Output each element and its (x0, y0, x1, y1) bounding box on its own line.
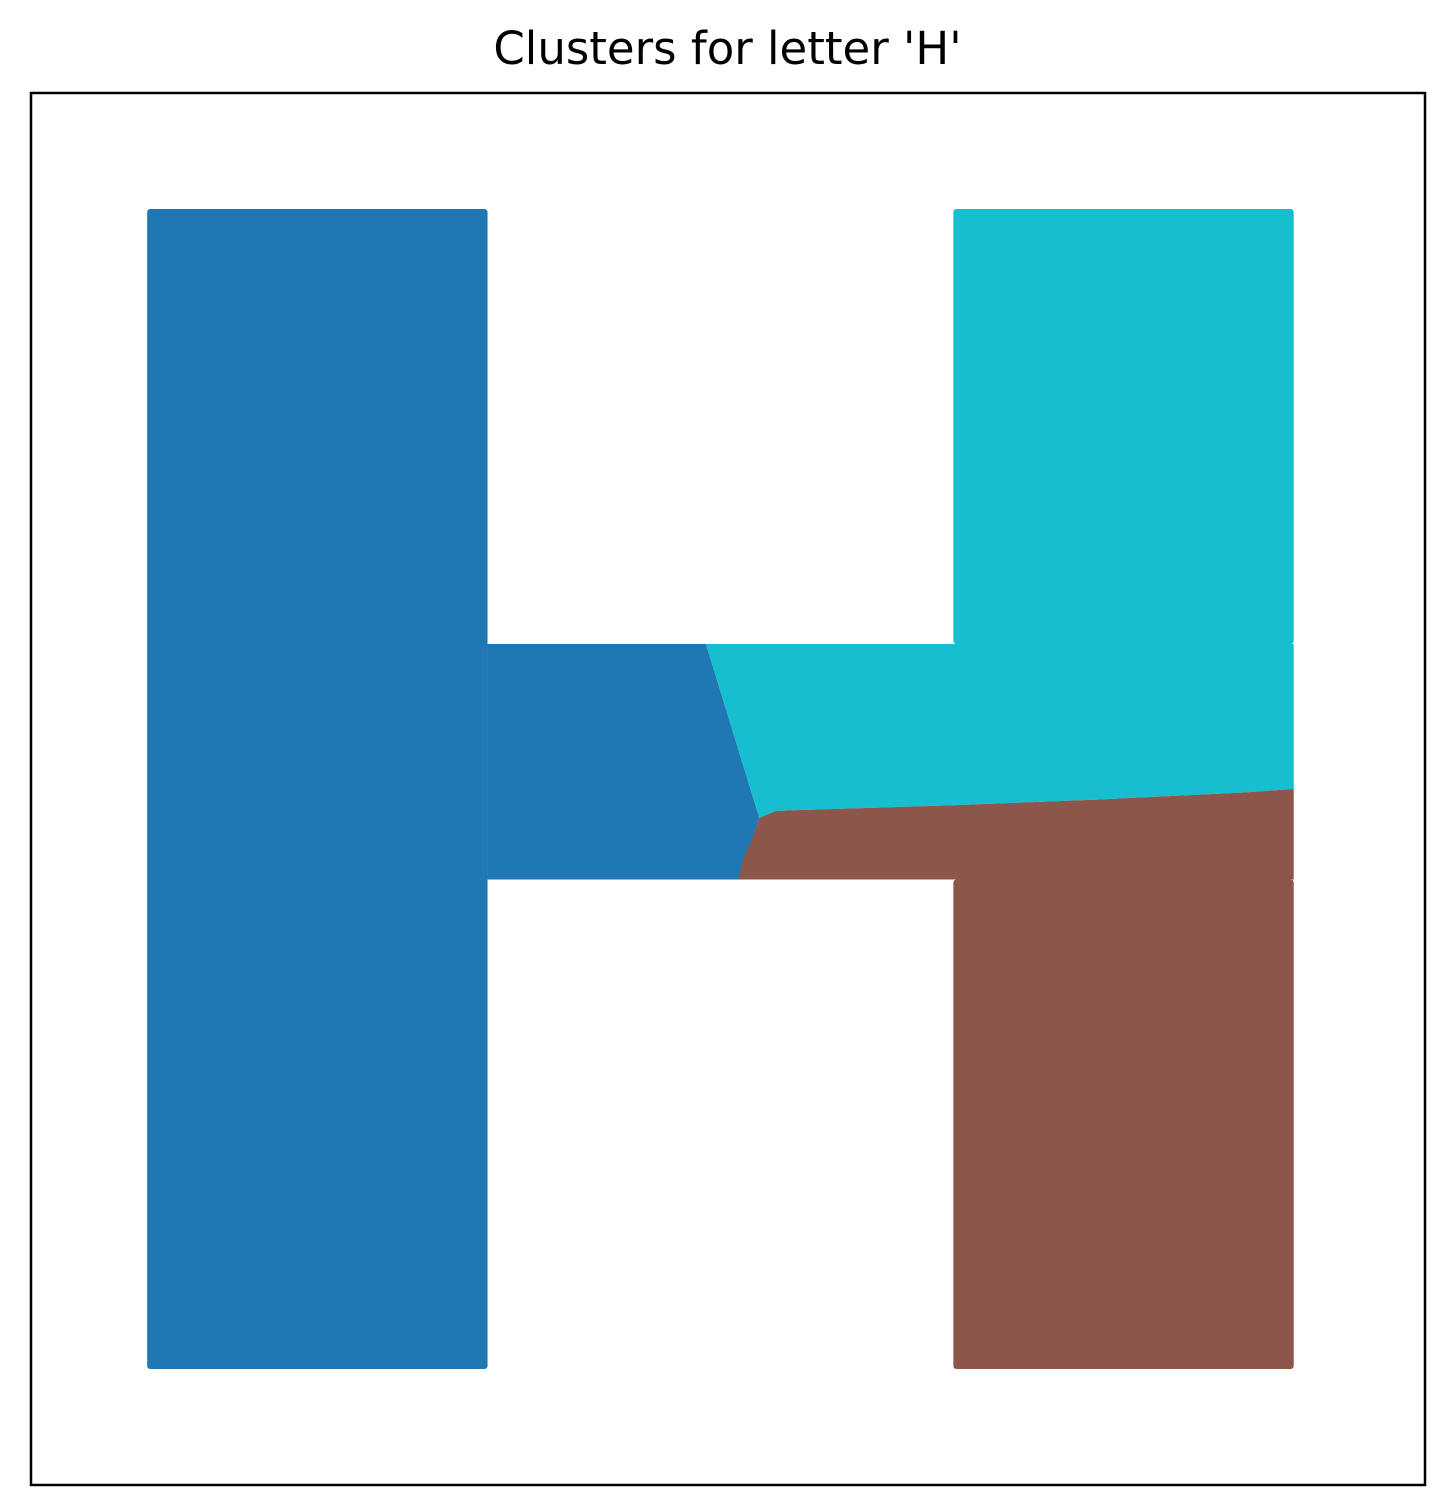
cluster-2-region-2 (705, 644, 1294, 818)
cluster-1-region-2 (487, 644, 760, 880)
cluster-2-region-1 (953, 209, 1294, 644)
cluster-3-region-2 (738, 789, 1294, 880)
cluster-regions (147, 209, 1294, 1369)
cluster-3-region-1 (953, 879, 1294, 1369)
cluster-1-region-1 (147, 209, 488, 1369)
plot-frame (29, 91, 1427, 1487)
chart-title: Clusters for letter 'H' (493, 22, 962, 75)
